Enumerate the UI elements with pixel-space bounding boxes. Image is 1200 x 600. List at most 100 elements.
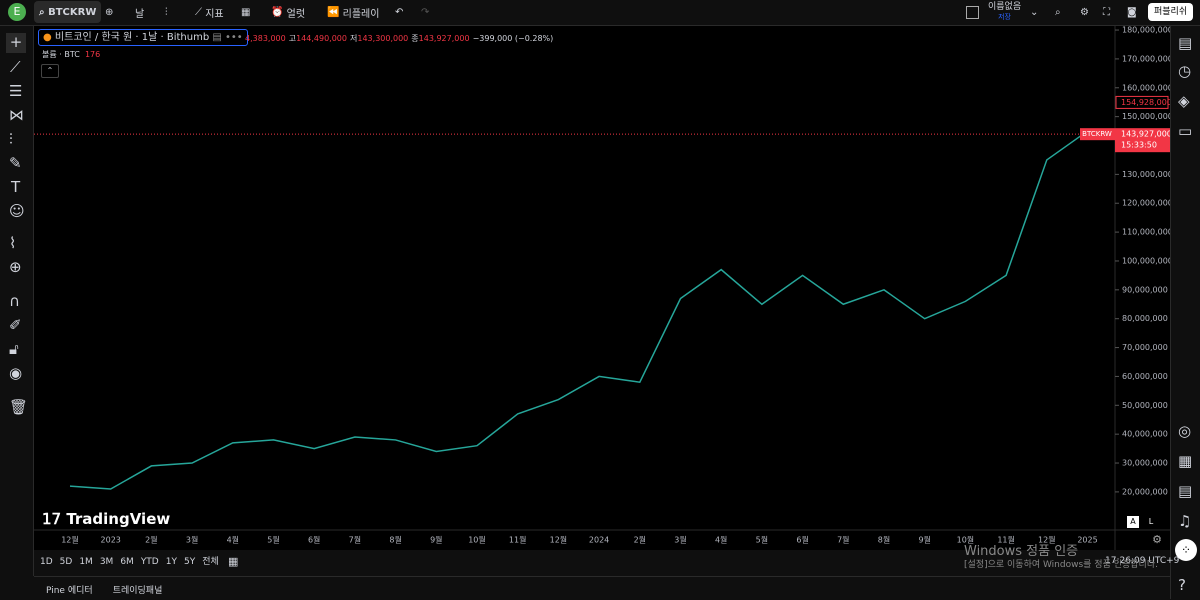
range-button[interactable]: 3M xyxy=(99,557,114,567)
panel-tab[interactable]: Pine 에디터 xyxy=(46,586,93,596)
x-tick-label: 4월 xyxy=(715,535,727,545)
range-button[interactable]: 1M xyxy=(79,557,93,567)
volume-value: 176 xyxy=(84,50,101,59)
notifications[interactable]: ♫ xyxy=(1178,512,1192,530)
symbol-search[interactable]: ⌕ BTCKRW xyxy=(34,1,102,23)
activation-text: [설정]으로 이동하여 Windows를 정품 인증합니다. xyxy=(964,560,1158,570)
interval[interactable]: 날 xyxy=(135,8,145,20)
object-tree[interactable]: ◈ xyxy=(1178,92,1190,110)
legend-title-box[interactable]: ● 비트코인 / 한국 원 · 1날 · Bithumb ▤ ••• xyxy=(38,29,248,46)
clock: 17:26:09 UTC+9 xyxy=(1105,556,1180,566)
top-toolbar: E ⌕ BTCKRW ⊕ 날 ⫶ ⟋ 지표 ▦ ⏰ 얼럿 ⏪ 리플레이 ↶ ↷ … xyxy=(0,0,1200,26)
hide-tool[interactable]: ◉ xyxy=(9,364,23,382)
ohlc: 4,383,000 고144,490,000 저143,300,000 종143,92… xyxy=(245,33,553,44)
layout-toggle[interactable] xyxy=(966,6,979,19)
symbol-tag-label: BTCKRW xyxy=(1082,130,1112,138)
bottom-tabs: Pine 에디터 트레이딩패널 xyxy=(46,583,162,596)
add-symbol[interactable]: ⊕ xyxy=(105,6,114,18)
x-tick-label: 3월 xyxy=(186,535,198,545)
x-tick-label: 10월 xyxy=(957,535,975,545)
text-tool[interactable]: T xyxy=(11,178,21,196)
range-button[interactable]: 5Y xyxy=(183,557,196,567)
range-button[interactable]: YTD xyxy=(140,557,159,567)
publish[interactable]: 퍼블리쉬 xyxy=(1148,3,1194,21)
y-tick-label: 30,000,000 xyxy=(1122,459,1168,468)
layout[interactable]: 이름없음 저장 xyxy=(988,2,1021,22)
lock-tool[interactable]: 🔓︎ xyxy=(9,340,19,358)
redo[interactable]: ↷ xyxy=(421,6,430,18)
fullscreen[interactable]: ⛶ xyxy=(1103,6,1110,18)
ohlc-item: 143,300,000 xyxy=(357,34,409,43)
range-button[interactable]: 1Y xyxy=(165,557,177,567)
collapse-legend[interactable]: ⌃ xyxy=(41,64,59,78)
axis-settings[interactable]: ⚙ xyxy=(1152,533,1162,546)
indicators-label: 지표 xyxy=(205,8,224,20)
ohlc-item: 143,927,000 xyxy=(418,34,470,43)
layout-sub: 저장 xyxy=(998,13,1011,21)
trendline-tool[interactable]: ⟋ xyxy=(10,58,21,76)
x-tick-label: 10월 xyxy=(468,535,486,545)
templates[interactable]: ▦ xyxy=(241,6,251,18)
x-tick-label: 2025 xyxy=(1077,536,1097,545)
delete-tool[interactable]: 🗑︎ xyxy=(9,398,29,416)
legend-menu[interactable]: ▤ ••• xyxy=(212,32,243,43)
layout-menu[interactable]: ⌄ xyxy=(1030,6,1039,18)
alert[interactable]: ⏰ 얼럿 xyxy=(271,6,306,20)
panel-tab[interactable]: 트레이딩패널 xyxy=(112,586,163,596)
y-tick-label: 50,000,000 xyxy=(1122,401,1168,410)
watchlist[interactable]: ▤ xyxy=(1178,34,1193,52)
news[interactable]: ▤ xyxy=(1178,482,1193,500)
goto-date[interactable]: ▦ xyxy=(228,555,239,568)
alert-label: 얼럿 xyxy=(286,8,306,20)
avatar[interactable]: E xyxy=(8,3,26,21)
apps[interactable]: ⁘ xyxy=(1175,539,1197,561)
y-tick-label: 20,000,000 xyxy=(1122,487,1168,496)
undo[interactable]: ↶ xyxy=(395,6,404,18)
pattern-tool[interactable]: ⋈ xyxy=(9,106,24,124)
magnet-tool[interactable]: ∩ xyxy=(9,292,20,310)
alerts[interactable]: ◷ xyxy=(1178,62,1192,80)
x-tick-label: 9월 xyxy=(430,535,442,545)
range-button[interactable]: 5D xyxy=(59,557,73,567)
y-tick-label: 70,000,000 xyxy=(1122,343,1168,352)
x-tick-label: 3월 xyxy=(674,535,686,545)
x-tick-label: 6월 xyxy=(796,535,808,545)
range-bar: 1D 5D 1M 3M 6M YTD 1Y 5Y 전체 xyxy=(40,554,219,570)
indicators[interactable]: ⟋ 지표 xyxy=(195,6,224,20)
x-tick-label: 11월 xyxy=(997,535,1015,545)
range-button[interactable]: 6M xyxy=(120,557,134,567)
y-tick-label: 80,000,000 xyxy=(1122,314,1168,323)
symbol-icon: ● xyxy=(43,32,52,43)
snapshot[interactable]: ◙ xyxy=(1127,6,1137,18)
cursor-tool[interactable]: + xyxy=(6,33,26,53)
auto-scale[interactable]: A xyxy=(1127,516,1139,528)
ohlc-item: −399,000 (−0.28%) xyxy=(472,34,554,43)
emoji-tool[interactable]: ☺ xyxy=(9,202,25,220)
ruler-tool[interactable]: ⌇ xyxy=(9,234,17,252)
replay[interactable]: ⏪ 리플레이 xyxy=(327,6,380,20)
ideas[interactable]: ◎ xyxy=(1178,422,1192,440)
zoom-tool[interactable]: ⊕ xyxy=(9,258,22,276)
chats[interactable]: ▭ xyxy=(1178,122,1193,140)
ohlc-item: 고 xyxy=(288,34,297,43)
x-tick-label: 5월 xyxy=(756,535,768,545)
fib-tool[interactable]: ☰ xyxy=(9,82,23,100)
lock-draw-tool[interactable]: ✐ xyxy=(9,316,22,334)
watermark: TradingView xyxy=(66,510,171,528)
settings[interactable]: ⚙ xyxy=(1080,6,1089,18)
range-button[interactable]: 전체 xyxy=(202,557,219,567)
quick-search[interactable]: ⌕ xyxy=(1055,6,1061,18)
calendar[interactable]: ▦ xyxy=(1178,452,1193,470)
help[interactable]: ? xyxy=(1178,576,1186,594)
bottom-panel xyxy=(34,576,1170,600)
chart-background xyxy=(34,26,1170,550)
chart-type[interactable]: ⫶ xyxy=(165,6,168,18)
forecast-tool[interactable]: ⫶ xyxy=(9,130,13,148)
log-scale[interactable]: L xyxy=(1148,517,1154,526)
x-tick-label: 7월 xyxy=(837,535,849,545)
range-button[interactable]: 1D xyxy=(40,557,53,567)
x-tick-label: 12월 xyxy=(61,535,79,545)
brush-tool[interactable]: ✎ xyxy=(9,154,22,172)
y-tick-label: 130,000,000 xyxy=(1122,170,1170,179)
volume-name: 볼륨 · BTC xyxy=(42,50,80,59)
